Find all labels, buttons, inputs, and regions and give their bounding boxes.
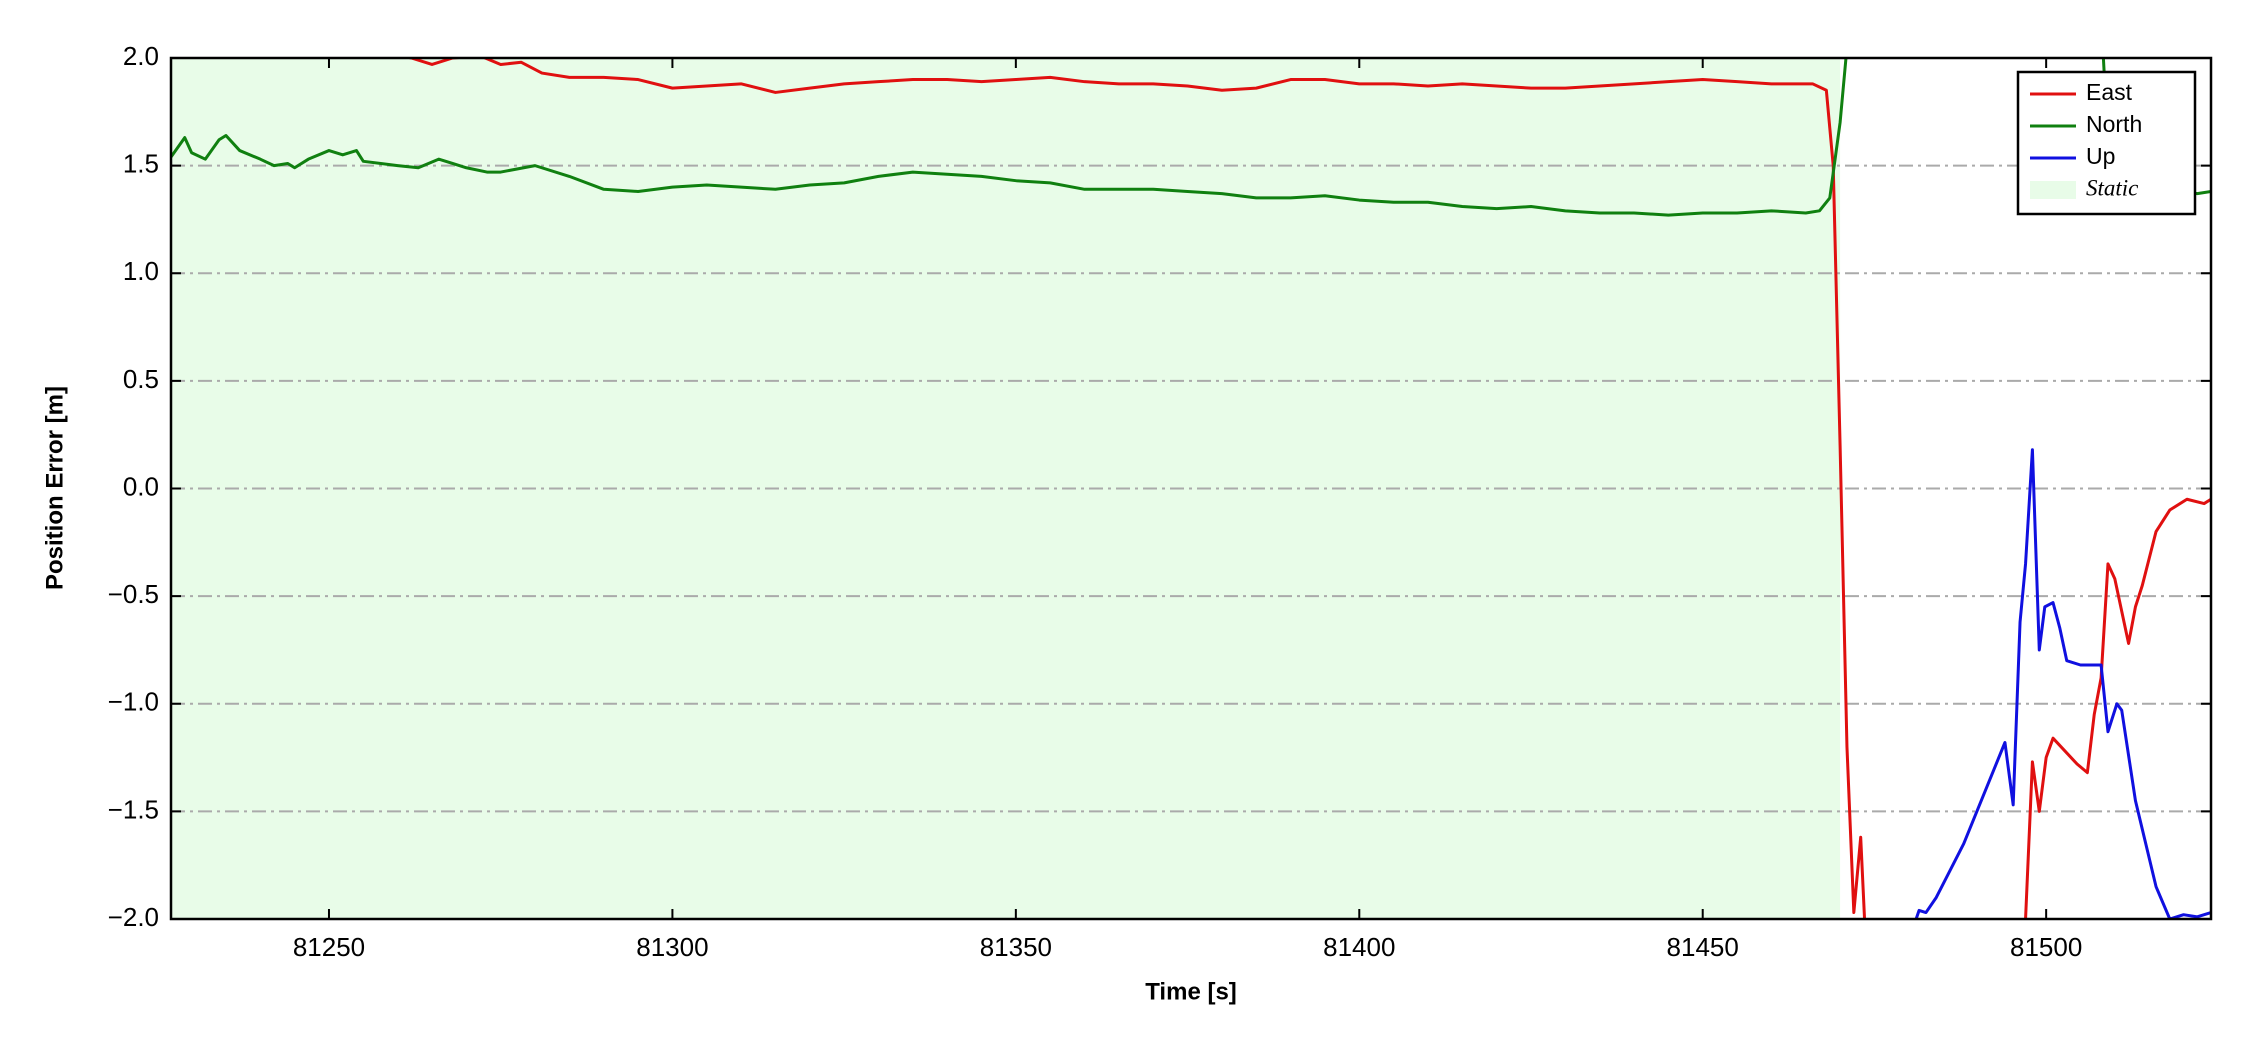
x-tick-label: 81400 [1323, 932, 1395, 962]
x-tick-label: 81500 [2010, 932, 2082, 962]
y-tick-label: 0.0 [123, 471, 159, 501]
series-line [404, 58, 2211, 919]
y-tick-label: 1.5 [123, 149, 159, 179]
series-line [1914, 448, 2211, 919]
x-tick-label: 81300 [636, 932, 708, 962]
x-tick-label: 81250 [293, 932, 365, 962]
y-axis-label: Position Error [m] [41, 386, 68, 590]
x-tick-label: 81350 [980, 932, 1052, 962]
y-tick-label: −2.0 [108, 902, 159, 932]
legend-label: East [2086, 79, 2133, 105]
series-line [171, 58, 2211, 217]
y-tick-label: −1.5 [108, 794, 159, 824]
legend-label: North [2086, 111, 2142, 137]
x-tick-label: 81450 [1667, 932, 1739, 962]
y-tick-label: −1.0 [108, 687, 159, 717]
y-tick-label: 0.5 [123, 364, 159, 394]
legend-label: Up [2086, 143, 2115, 169]
legend-swatch [2030, 181, 2076, 199]
x-axis-label: Time [s] [1145, 978, 1237, 1005]
y-tick-label: −0.5 [108, 579, 159, 609]
legend-label: Static [2086, 175, 2138, 200]
y-tick-label: 1.0 [123, 256, 159, 286]
y-tick-label: 2.0 [123, 41, 159, 71]
